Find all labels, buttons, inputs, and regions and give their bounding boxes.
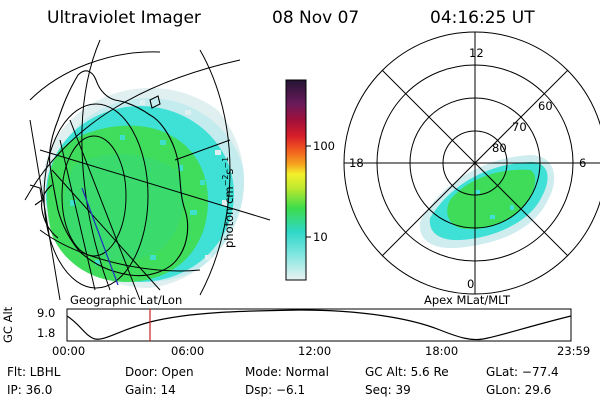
dsp-readout: Dsp: −6.1 — [245, 383, 306, 397]
altitude-xtick-2359: 23:59 — [557, 344, 591, 358]
mlat-label-80: 80 — [492, 141, 507, 155]
altitude-plot — [66, 308, 572, 342]
glon-readout: GLon: 29.6 — [486, 383, 552, 397]
colorbar-unit-label: photon cm−2s−1 — [221, 82, 236, 248]
polar-plot — [343, 31, 600, 295]
mlt-label-12: 12 — [469, 46, 484, 60]
app-title: Ultraviolet Imager — [47, 8, 201, 28]
mlt-label-6: 6 — [579, 156, 587, 170]
altitude-ytick-1-8: 1.8 — [37, 326, 56, 340]
date-readout: 08 Nov 07 — [272, 8, 360, 28]
apex-label: Apex MLat/MLT — [424, 293, 511, 307]
seq-readout: Seq: 39 — [365, 383, 411, 397]
gc-alt-readout: GC Alt: 5.6 Re — [365, 365, 449, 379]
mlat-label-70: 70 — [512, 120, 527, 134]
altitude-xtick-1200: 12:00 — [298, 344, 332, 358]
door-readout: Door: Open — [125, 365, 194, 379]
colorbar-tick-100: 100 — [313, 139, 335, 153]
mode-readout: Mode: Normal — [245, 365, 329, 379]
ip-readout: IP: 36.0 — [7, 383, 53, 397]
altitude-xtick-0600: 06:00 — [171, 344, 205, 358]
filter-readout: Flt: LBHL — [7, 365, 61, 379]
mlat-label-60: 60 — [538, 99, 553, 113]
glat-readout: GLat: −77.4 — [486, 365, 559, 379]
colorbar-tick-10: 10 — [313, 230, 328, 244]
altitude-xtick-1800: 18:00 — [425, 344, 459, 358]
altitude-xtick-0000: 00:00 — [52, 344, 86, 358]
gain-readout: Gain: 14 — [125, 383, 176, 397]
altitude-ylabel: GC Alt — [1, 306, 15, 343]
geographic-label: Geographic Lat/Lon — [70, 293, 183, 307]
time-readout: 04:16:25 UT — [430, 8, 535, 28]
mlt-label-18: 18 — [349, 156, 364, 170]
mlt-label-0: 0 — [467, 277, 475, 291]
geographic-image — [24, 39, 271, 301]
altitude-ytick-9: 9.0 — [37, 306, 56, 320]
colorbar — [285, 79, 311, 281]
colorbar-unit-text: photon cm−2s−1 — [221, 156, 236, 248]
